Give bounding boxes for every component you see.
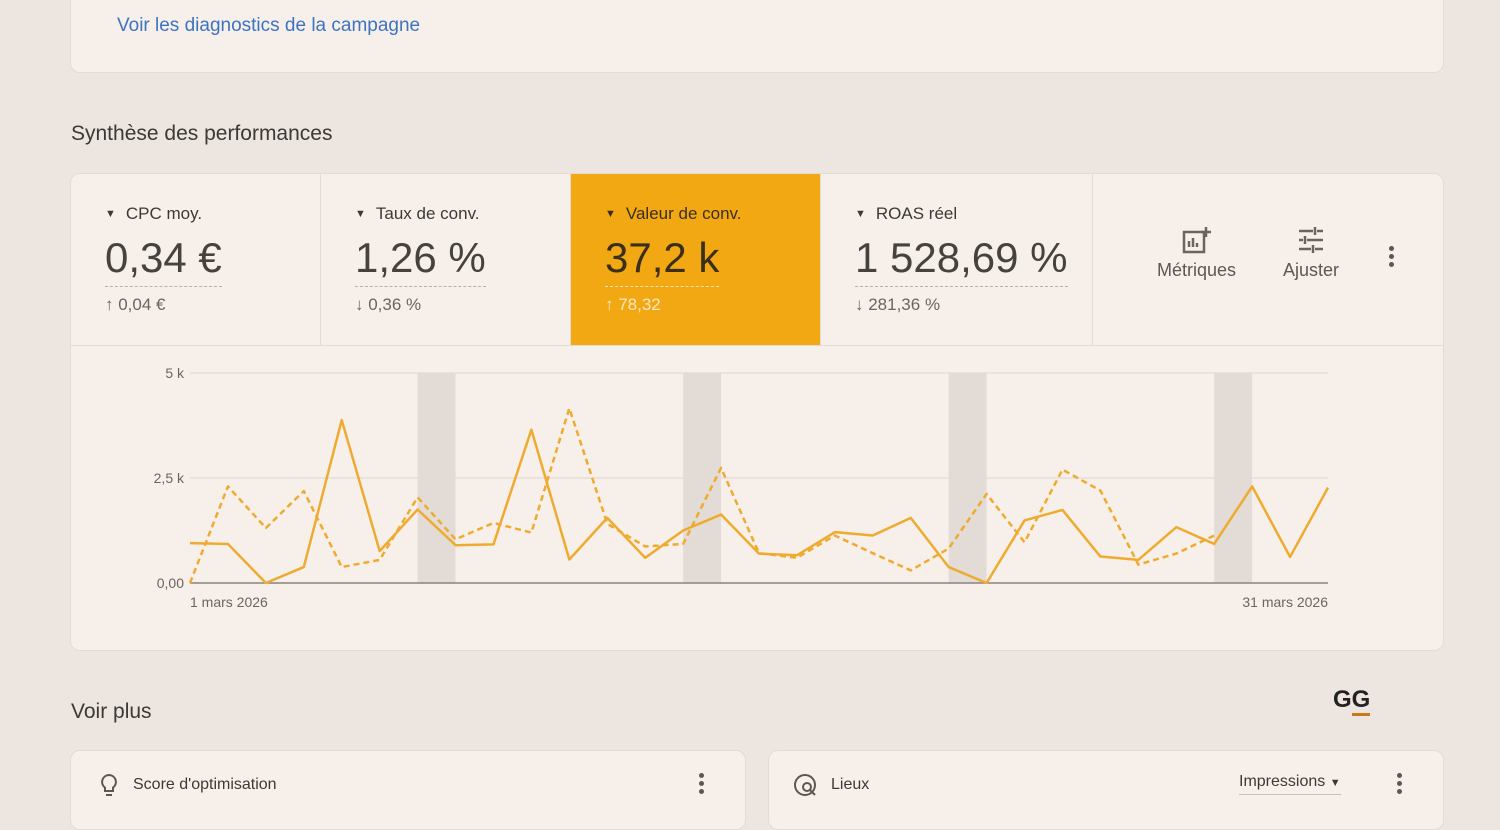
more-options-icon[interactable] [1397, 773, 1402, 794]
metric-label: Taux de conv. [375, 204, 480, 223]
more-options-icon[interactable] [1389, 246, 1394, 267]
campaign-diagnostics-link[interactable]: Voir les diagnostics de la campagne [117, 15, 421, 36]
metric-delta: ↑ 78,32 [605, 295, 661, 314]
metrics-label: Métriques [1157, 260, 1237, 280]
dropdown-value: Impressions [1239, 773, 1326, 790]
caret-down-icon: ▼ [355, 208, 366, 220]
tune-icon [1299, 227, 1324, 253]
metric-conv-rate[interactable]: ▼ Taux de conv. 1,26 % ↓ 0,36 % [321, 174, 571, 345]
caret-down-icon: ▼ [855, 208, 866, 220]
impressions-dropdown[interactable]: Impressions ▼ [1239, 773, 1341, 795]
performance-card: ▼ CPC moy. 0,34 € ↑ 0,04 € ▼ Taux de conv.… [70, 173, 1444, 651]
metric-label: CPC moy. [125, 204, 203, 223]
divider [71, 345, 1443, 346]
metric-cpc[interactable]: ▼ CPC moy. 0,34 € ↑ 0,04 € [71, 174, 321, 345]
adjust-label: Ajuster [1283, 260, 1340, 280]
metric-conv-value[interactable]: ▼ Valeur de conv. 37,2 k ↑ 78,32 [571, 174, 821, 345]
location-search-icon [794, 774, 816, 796]
metric-value: 1,26 % [355, 234, 486, 287]
diagnostics-card: Voir les diagnostics de la campagne [70, 0, 1444, 73]
metric-label: Valeur de conv. [625, 204, 742, 223]
card-title: Score d'optimisation [133, 776, 277, 793]
x-end-label: 31 mars 2026 [1242, 594, 1328, 610]
y-tick-label: 2,5 k [154, 470, 185, 486]
lightbulb-icon [101, 773, 117, 796]
performance-chart: 0,00 2,5 k 5 k 1 mars 2026 31 mars 2026 [154, 365, 1330, 610]
metric-value: 1 528,69 % [855, 234, 1068, 287]
dashed-series-line [188, 407, 1215, 584]
metric-delta: ↓ 0,36 % [355, 295, 422, 314]
metrics-button[interactable]: Métriques [1157, 226, 1236, 281]
metric-value: 37,2 k [605, 234, 720, 287]
solid-series-line [189, 418, 1330, 585]
metric-delta: ↑ 0,04 € [105, 295, 166, 314]
metric-delta: ↓ 281,36 % [855, 295, 941, 314]
locations-card: Lieux Impressions ▼ [768, 750, 1444, 830]
x-start-label: 1 mars 2026 [190, 594, 268, 610]
performance-title: Synthèse des performances [71, 122, 333, 145]
metric-label: ROAS réel [875, 204, 958, 223]
optimization-score-card: Score d'optimisation [70, 750, 746, 830]
caret-down-icon: ▼ [1329, 777, 1341, 789]
more-options-icon[interactable] [699, 773, 704, 794]
add-chart-icon [1182, 227, 1211, 254]
caret-down-icon: ▼ [605, 208, 616, 220]
adjust-button[interactable]: Ajuster [1283, 226, 1339, 281]
metric-value: 0,34 € [105, 234, 222, 287]
y-tick-label: 0,00 [157, 575, 184, 591]
y-tick-label: 5 k [165, 365, 185, 381]
card-title: Lieux [831, 776, 870, 793]
logo: GG [1333, 686, 1371, 716]
metric-roas[interactable]: ▼ ROAS réel 1 528,69 % ↓ 281,36 % [821, 174, 1093, 345]
caret-down-icon: ▼ [105, 208, 116, 220]
see-more-title: Voir plus [71, 700, 152, 723]
